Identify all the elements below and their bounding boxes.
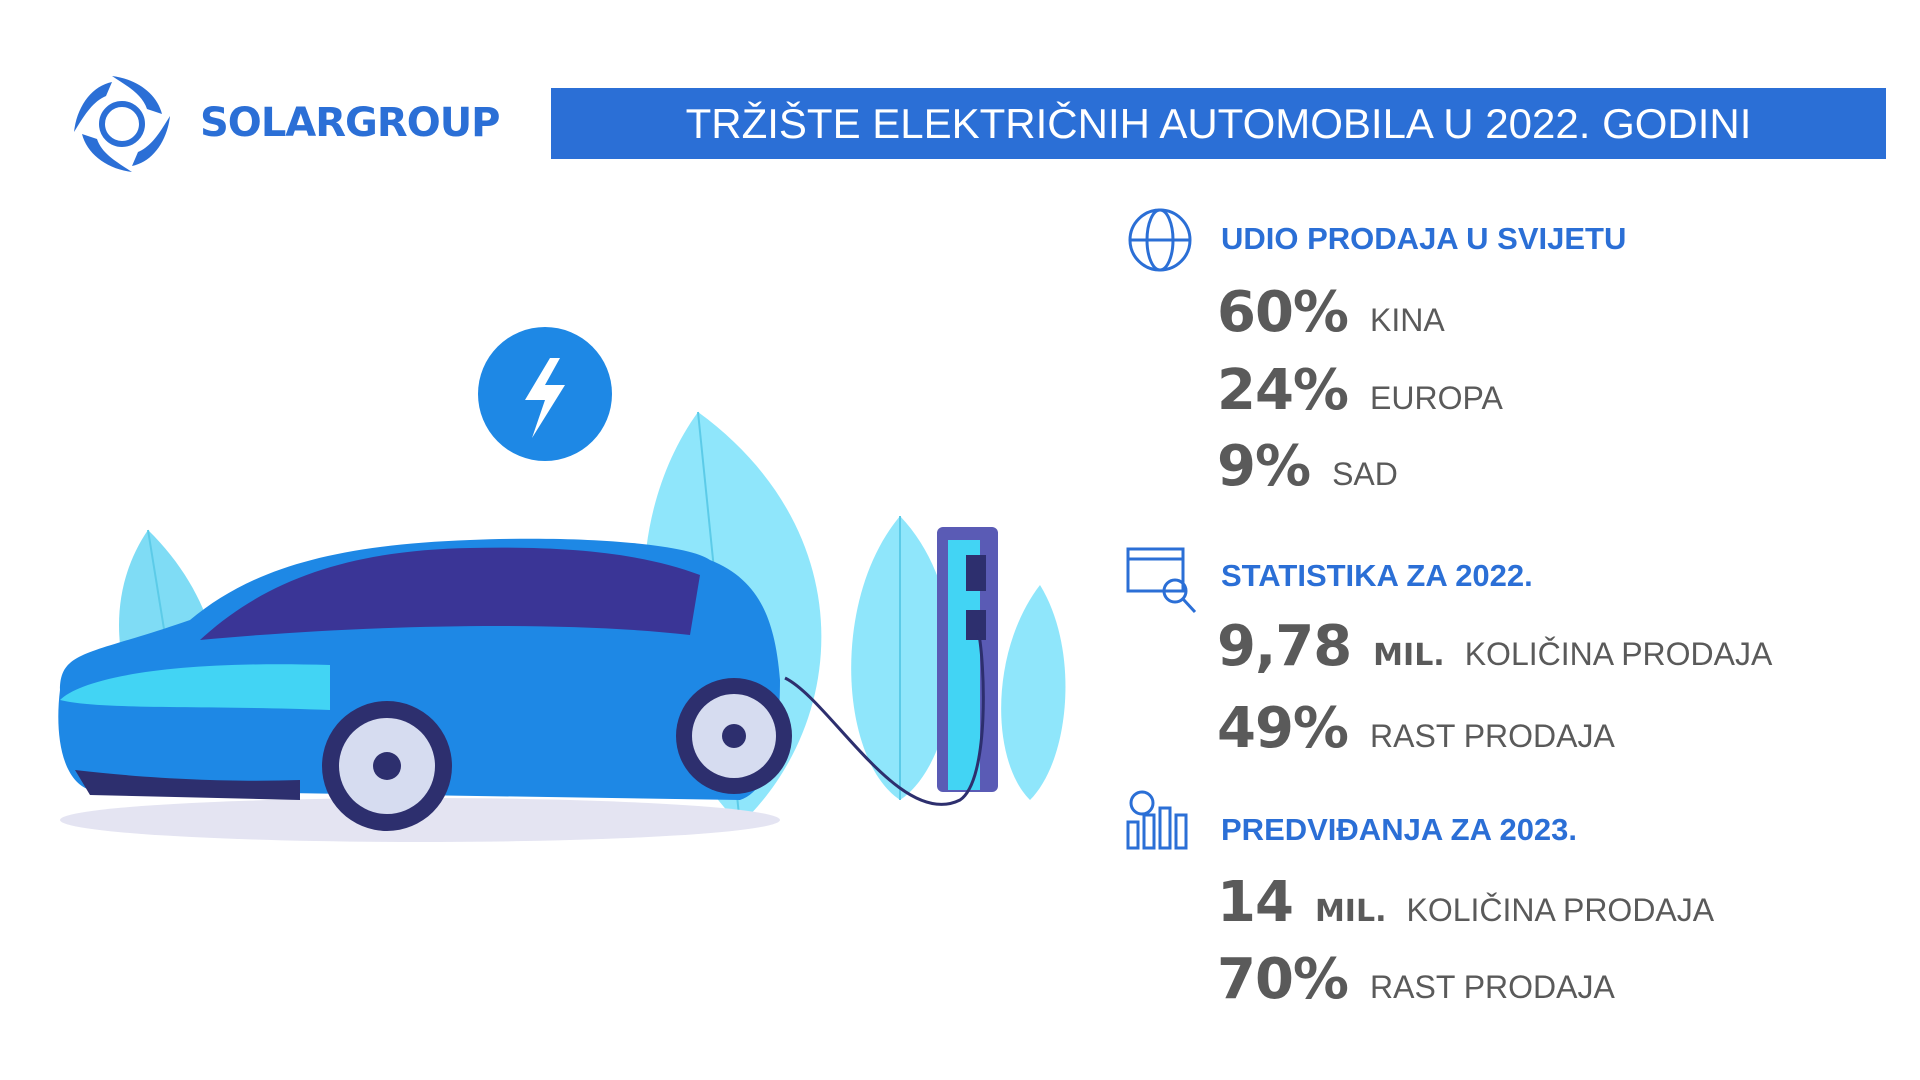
stat-row: 9% SAD (1217, 434, 1398, 499)
stat-value: 70% (1217, 947, 1349, 1012)
stat-label: SAD (1332, 456, 1398, 492)
stat-unit: MIL. (1373, 638, 1445, 673)
stat-row: 70% RAST PRODAJA (1217, 947, 1615, 1012)
stat-row: 49% RAST PRODAJA (1217, 696, 1615, 761)
stat-label: RAST PRODAJA (1370, 969, 1615, 1005)
stat-value: 9,78 (1217, 614, 1352, 679)
section-title: PREDVIĐANJA ZA 2023. (1221, 812, 1578, 847)
stat-row: 9,78 MIL. KOLIČINA PRODAJA (1217, 614, 1772, 679)
stat-value: 49% (1217, 696, 1349, 761)
stat-label: KINA (1370, 302, 1445, 338)
stat-value: 14 (1217, 870, 1294, 935)
stat-value: 60% (1217, 280, 1349, 345)
stat-row: 60% KINA (1217, 280, 1445, 345)
stat-label: KOLIČINA PRODAJA (1464, 636, 1773, 672)
logo-mark (74, 76, 170, 172)
stat-row: 14 MIL. KOLIČINA PRODAJA (1217, 870, 1714, 935)
logo: SOLARGROUP (200, 100, 500, 146)
stat-label: RAST PRODAJA (1370, 718, 1615, 754)
car (58, 538, 792, 842)
section-title: STATISTIKA ZA 2022. (1221, 558, 1533, 593)
stat-label: KOLIČINA PRODAJA (1406, 892, 1715, 928)
section-title: UDIO PRODAJA U SVIJETU (1221, 221, 1627, 256)
stat-value: 9% (1217, 434, 1311, 499)
stat-unit: MIL. (1314, 894, 1387, 929)
stat-value: 24% (1217, 358, 1349, 423)
lightning-icon (525, 358, 565, 438)
stat-label: EUROPA (1370, 380, 1503, 416)
title: TRŽIŠTE ELEKTRIČNIH AUTOMOBILA U 2022. G… (551, 88, 1886, 159)
stat-row: 24% EUROPA (1217, 358, 1503, 423)
section-icons (1126, 208, 1197, 850)
